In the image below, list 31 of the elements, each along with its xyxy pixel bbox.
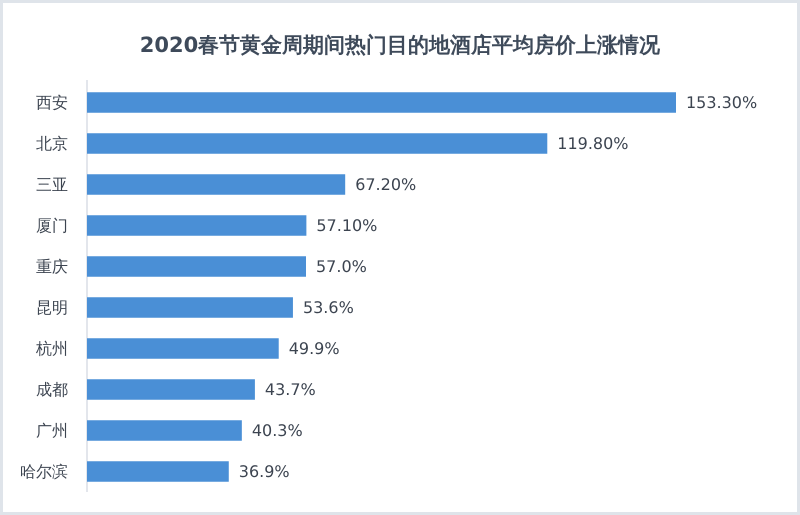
y-tick-label: 西安 — [36, 93, 68, 112]
bar — [87, 379, 255, 400]
data-label: 49.9% — [288, 339, 340, 358]
data-label: 57.10% — [316, 216, 378, 236]
y-tick-label: 重庆 — [36, 257, 68, 276]
bar — [87, 215, 306, 236]
data-label: 43.7% — [264, 380, 316, 400]
y-tick-label: 昆明 — [36, 298, 68, 318]
chart-title: 2020春节黄金周期间热门目的地酒店平均房价上涨情况 — [140, 33, 662, 57]
data-label: 36.9% — [238, 462, 290, 482]
data-label: 153.30% — [686, 93, 758, 112]
data-label: 40.3% — [252, 421, 303, 440]
bar — [87, 256, 306, 277]
y-tick-label: 三亚 — [36, 175, 68, 194]
bar — [87, 420, 242, 441]
y-tick-label: 成都 — [36, 380, 68, 400]
data-label: 53.6% — [302, 298, 354, 318]
y-tick-label: 厦门 — [36, 216, 68, 236]
y-tick-label: 杭州 — [35, 339, 68, 358]
y-tick-label: 广州 — [36, 421, 68, 440]
bar — [87, 297, 293, 318]
bar — [87, 461, 229, 482]
bar — [87, 133, 548, 154]
data-label: 67.20% — [355, 175, 416, 194]
bar — [87, 338, 279, 359]
y-tick-label: 哈尔滨 — [20, 462, 68, 482]
data-label: 57.0% — [316, 257, 367, 276]
bar — [87, 174, 346, 195]
bar — [87, 92, 676, 113]
y-tick-label: 北京 — [36, 134, 68, 154]
data-label: 119.80% — [557, 134, 628, 154]
